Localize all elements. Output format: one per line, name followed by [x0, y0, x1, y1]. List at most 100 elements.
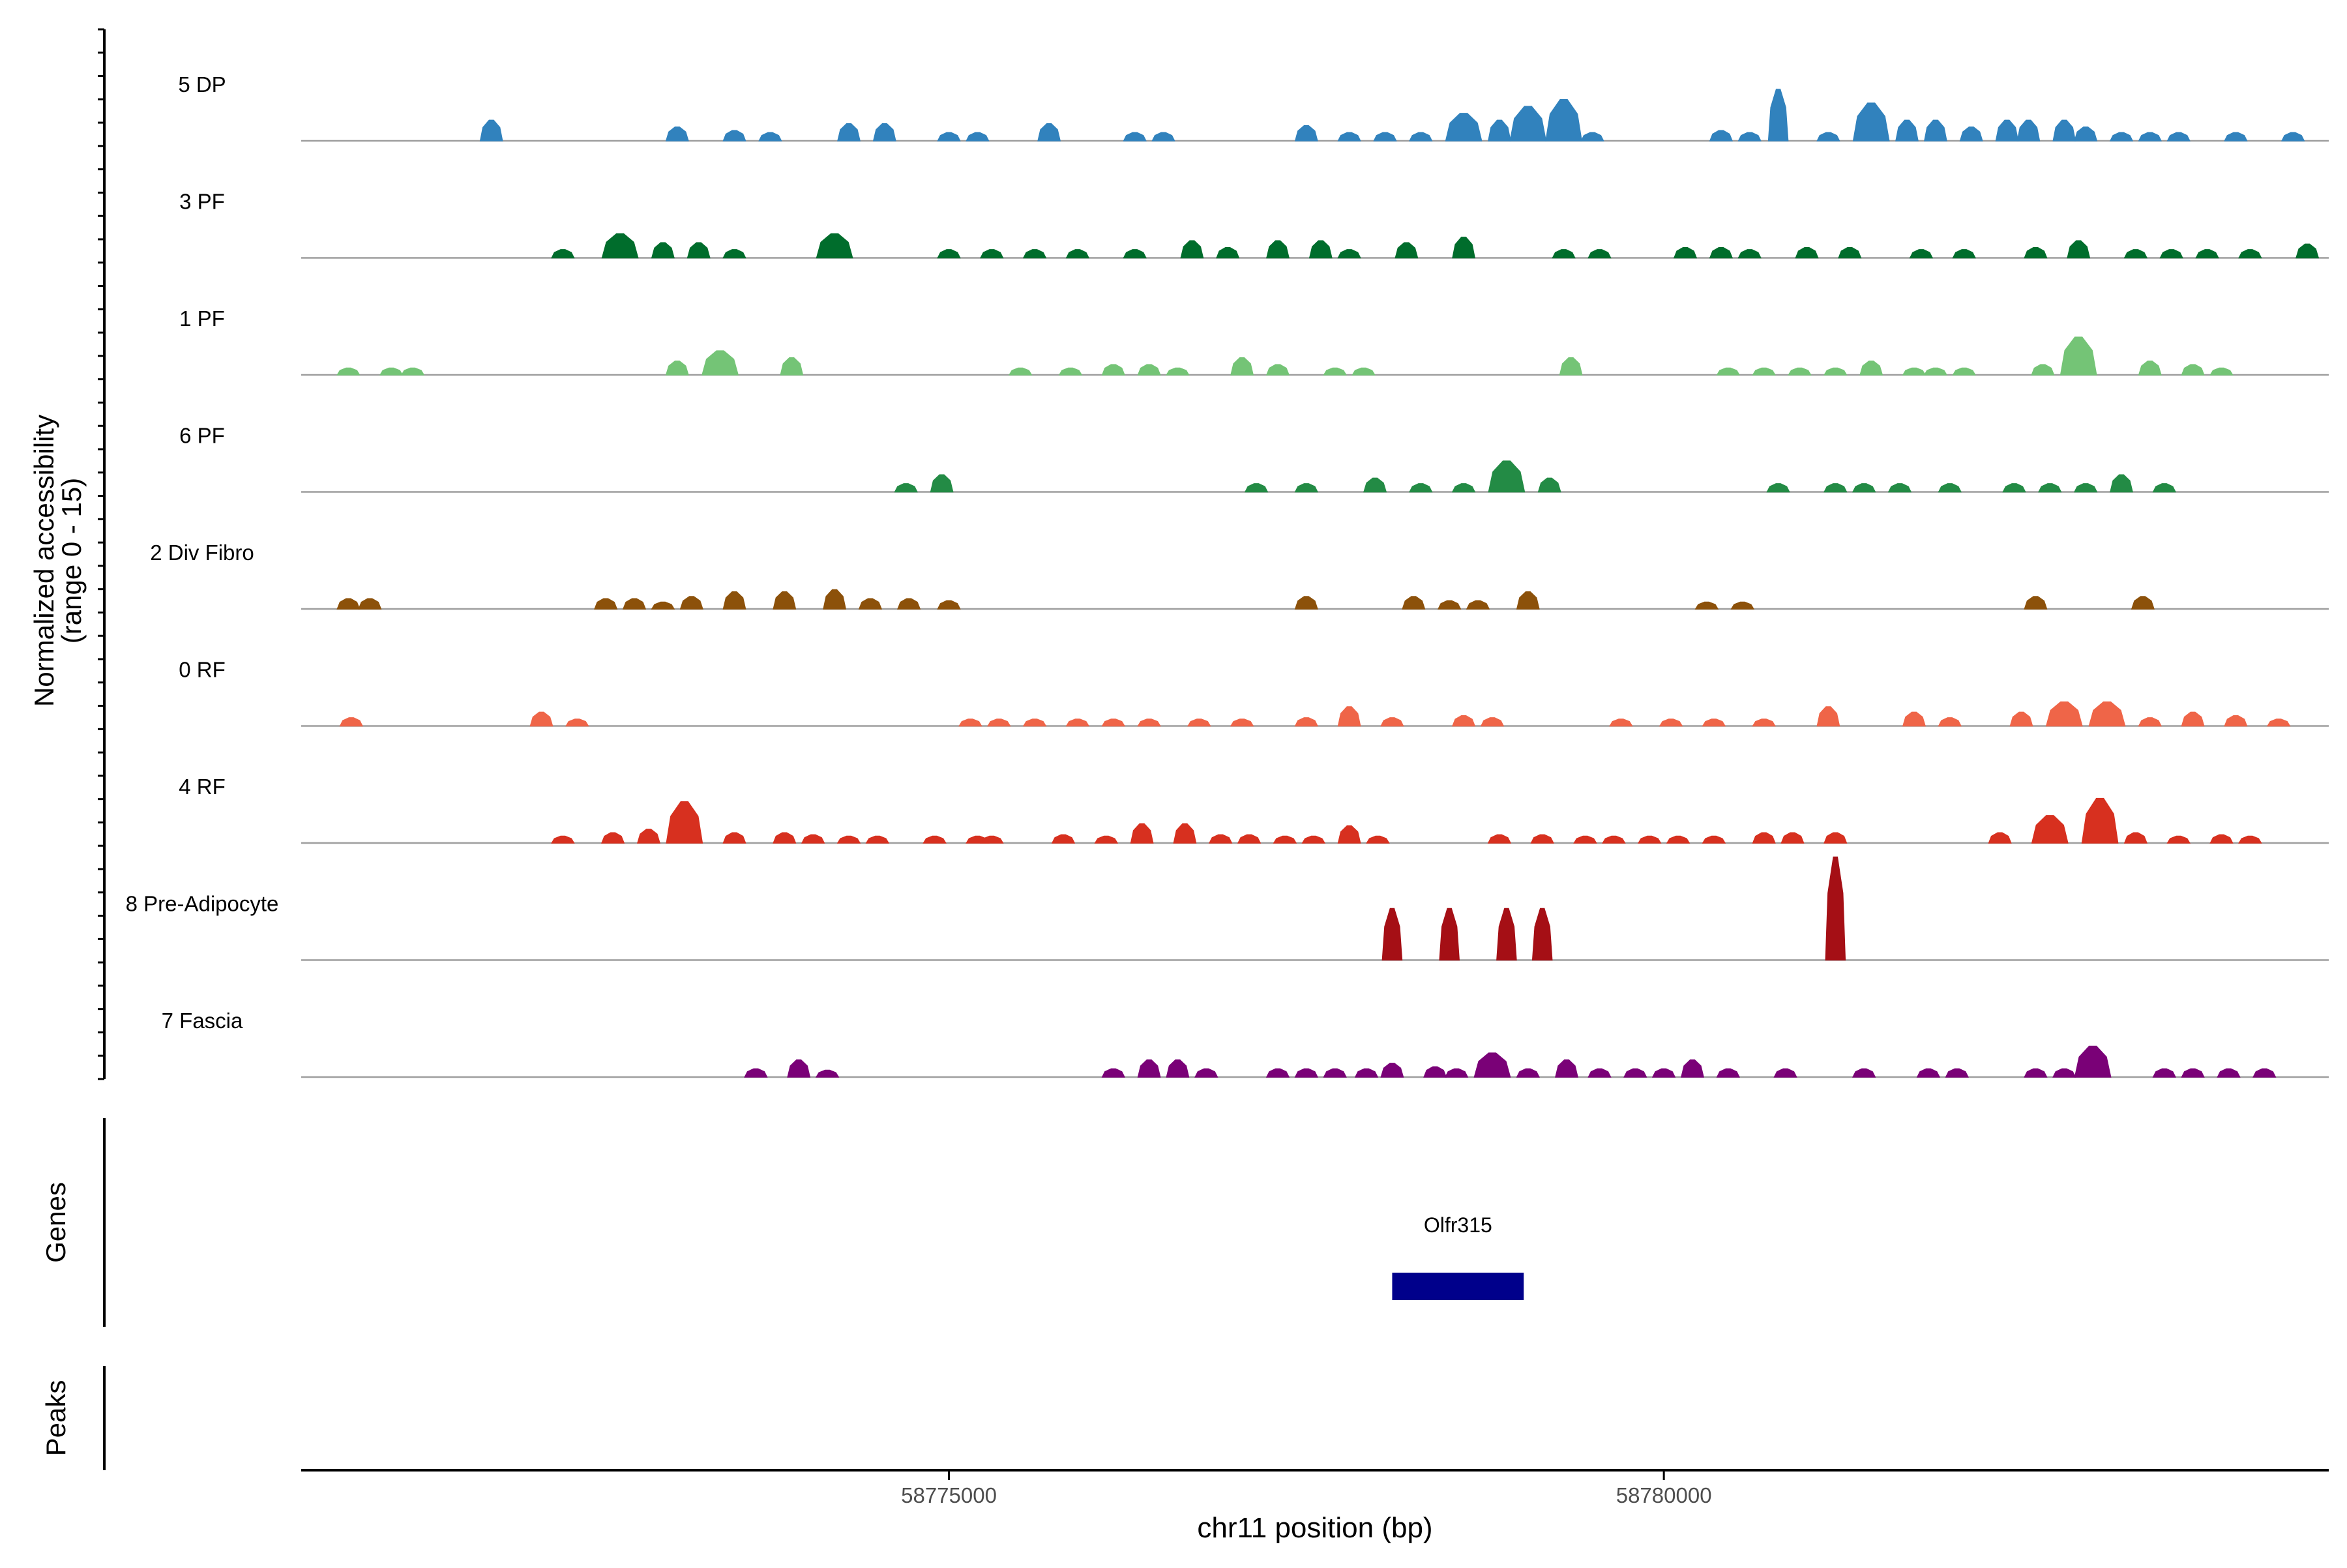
coverage-peak: [1496, 908, 1517, 961]
coverage-peak: [2252, 1068, 2277, 1078]
coverage-peak: [2067, 240, 2091, 259]
genes-axis-label: Genes: [40, 1182, 71, 1263]
coverage-peak: [1351, 367, 1376, 376]
coverage-peak: [1737, 249, 1762, 259]
coverage-peak: [1938, 717, 1962, 727]
coverage-peak: [1265, 364, 1290, 376]
coverage-peak: [1216, 246, 1240, 259]
coverage-peak: [979, 835, 1004, 844]
coverage-peak: [1623, 1068, 1647, 1078]
coverage-peak: [1451, 483, 1476, 493]
coverage-peak: [1488, 460, 1526, 493]
track-label: 2 Div Fibro: [150, 540, 254, 565]
coverage-peak: [1573, 835, 1597, 844]
coverage-peak: [1137, 1059, 1161, 1078]
coverage-peak: [1902, 711, 1926, 727]
gene-body: [1392, 1273, 1524, 1300]
coverage-peak: [1208, 834, 1233, 844]
track-label: 3 PF: [179, 190, 225, 214]
coverage-peak: [2110, 474, 2133, 493]
coverage-peak: [1402, 596, 1426, 610]
coverage-peak: [1166, 367, 1190, 376]
coverage-peak: [1123, 249, 1147, 259]
coverage-peak: [787, 1059, 811, 1078]
coverage-peak: [722, 832, 746, 844]
coverage-peak: [1173, 823, 1197, 844]
coverage-peak: [665, 361, 689, 376]
coverage-peak: [1580, 132, 1604, 141]
coverage-peak: [1602, 835, 1626, 844]
coverage-peak: [2123, 832, 2148, 844]
coverage-peak: [1823, 832, 1848, 844]
coverage-peak: [937, 132, 961, 141]
coverage-peak: [2181, 1068, 2205, 1078]
coverage-peak: [1637, 835, 1662, 844]
coverage-peak: [701, 350, 739, 376]
coverage-peak: [2024, 246, 2048, 259]
coverage-peak: [686, 242, 711, 259]
coverage-peak: [1065, 718, 1090, 727]
coverage-peak: [1945, 1068, 1970, 1078]
coverage-peak: [1244, 483, 1269, 493]
y-axis-subtitle: (range 0 - 15): [56, 478, 87, 643]
coverage-peak: [2045, 701, 2083, 727]
coverage-peak: [858, 598, 883, 610]
coverage-peak: [336, 598, 361, 610]
coverage-peak: [1151, 132, 1175, 141]
coverage-peak: [1730, 601, 1755, 610]
x-tick-label: 58780000: [1616, 1483, 1712, 1507]
coverage-peak: [1337, 249, 1361, 259]
coverage-peak: [2059, 336, 2097, 376]
coverage-peak: [1852, 1068, 1876, 1078]
track-5-dp: 5 DP: [178, 72, 2329, 142]
coverage-peak: [758, 132, 782, 141]
coverage-peak: [836, 835, 861, 844]
coverage-peak: [1137, 718, 1161, 727]
coverage-peak: [930, 474, 954, 493]
coverage-peak: [2152, 1068, 2177, 1078]
coverage-peak: [1737, 132, 1762, 141]
coverage-peak: [2181, 364, 2205, 376]
coverage-peak: [1230, 357, 1254, 376]
coverage-peak: [1101, 718, 1126, 727]
coverage-peak: [1673, 246, 1698, 259]
x-axis: 58775000 58780000: [301, 1469, 2329, 1507]
x-tick-label: 58775000: [901, 1483, 997, 1507]
coverage-peak: [565, 718, 589, 727]
coverage-peak: [2238, 835, 2262, 844]
coverage-peak: [2002, 483, 2026, 493]
y-axis-title: Normalized accessibility: [29, 415, 59, 707]
coverage-peak: [815, 1069, 840, 1078]
coverage-peak: [1487, 119, 1511, 141]
coverage-peak: [636, 829, 661, 844]
coverage-peak: [1702, 718, 1726, 727]
coverage-peak: [479, 119, 503, 141]
coverage-peak: [1301, 835, 1326, 844]
coverage-peak: [2138, 717, 2162, 727]
peaks-axis-label: Peaks: [40, 1380, 71, 1457]
coverage-peak: [2281, 132, 2305, 141]
coverage-peak: [1323, 1068, 1347, 1078]
coverage-peak: [1659, 718, 1683, 727]
coverage-peak: [722, 249, 746, 259]
coverage-peak: [1380, 1063, 1404, 1078]
coverage-peak: [1995, 119, 2019, 141]
coverage-peak: [1437, 600, 1462, 610]
coverage-peak: [966, 132, 990, 141]
coverage-peak: [651, 601, 675, 610]
coverage-peak: [1366, 835, 1390, 844]
coverage-peak: [1509, 106, 1547, 141]
coverage-peak: [1187, 718, 1211, 727]
coverage-peak: [1354, 1068, 1379, 1078]
coverage-peak: [358, 598, 382, 610]
coverage-peak: [2152, 483, 2177, 493]
coverage-peak: [1451, 715, 1476, 727]
coverage-peak: [2138, 132, 2162, 141]
coverage-peak: [1516, 591, 1540, 610]
coverage-peak: [1859, 361, 1883, 376]
coverage-peak: [2073, 483, 2098, 493]
coverage-peak: [1130, 823, 1154, 844]
coverage-peak: [622, 598, 647, 610]
